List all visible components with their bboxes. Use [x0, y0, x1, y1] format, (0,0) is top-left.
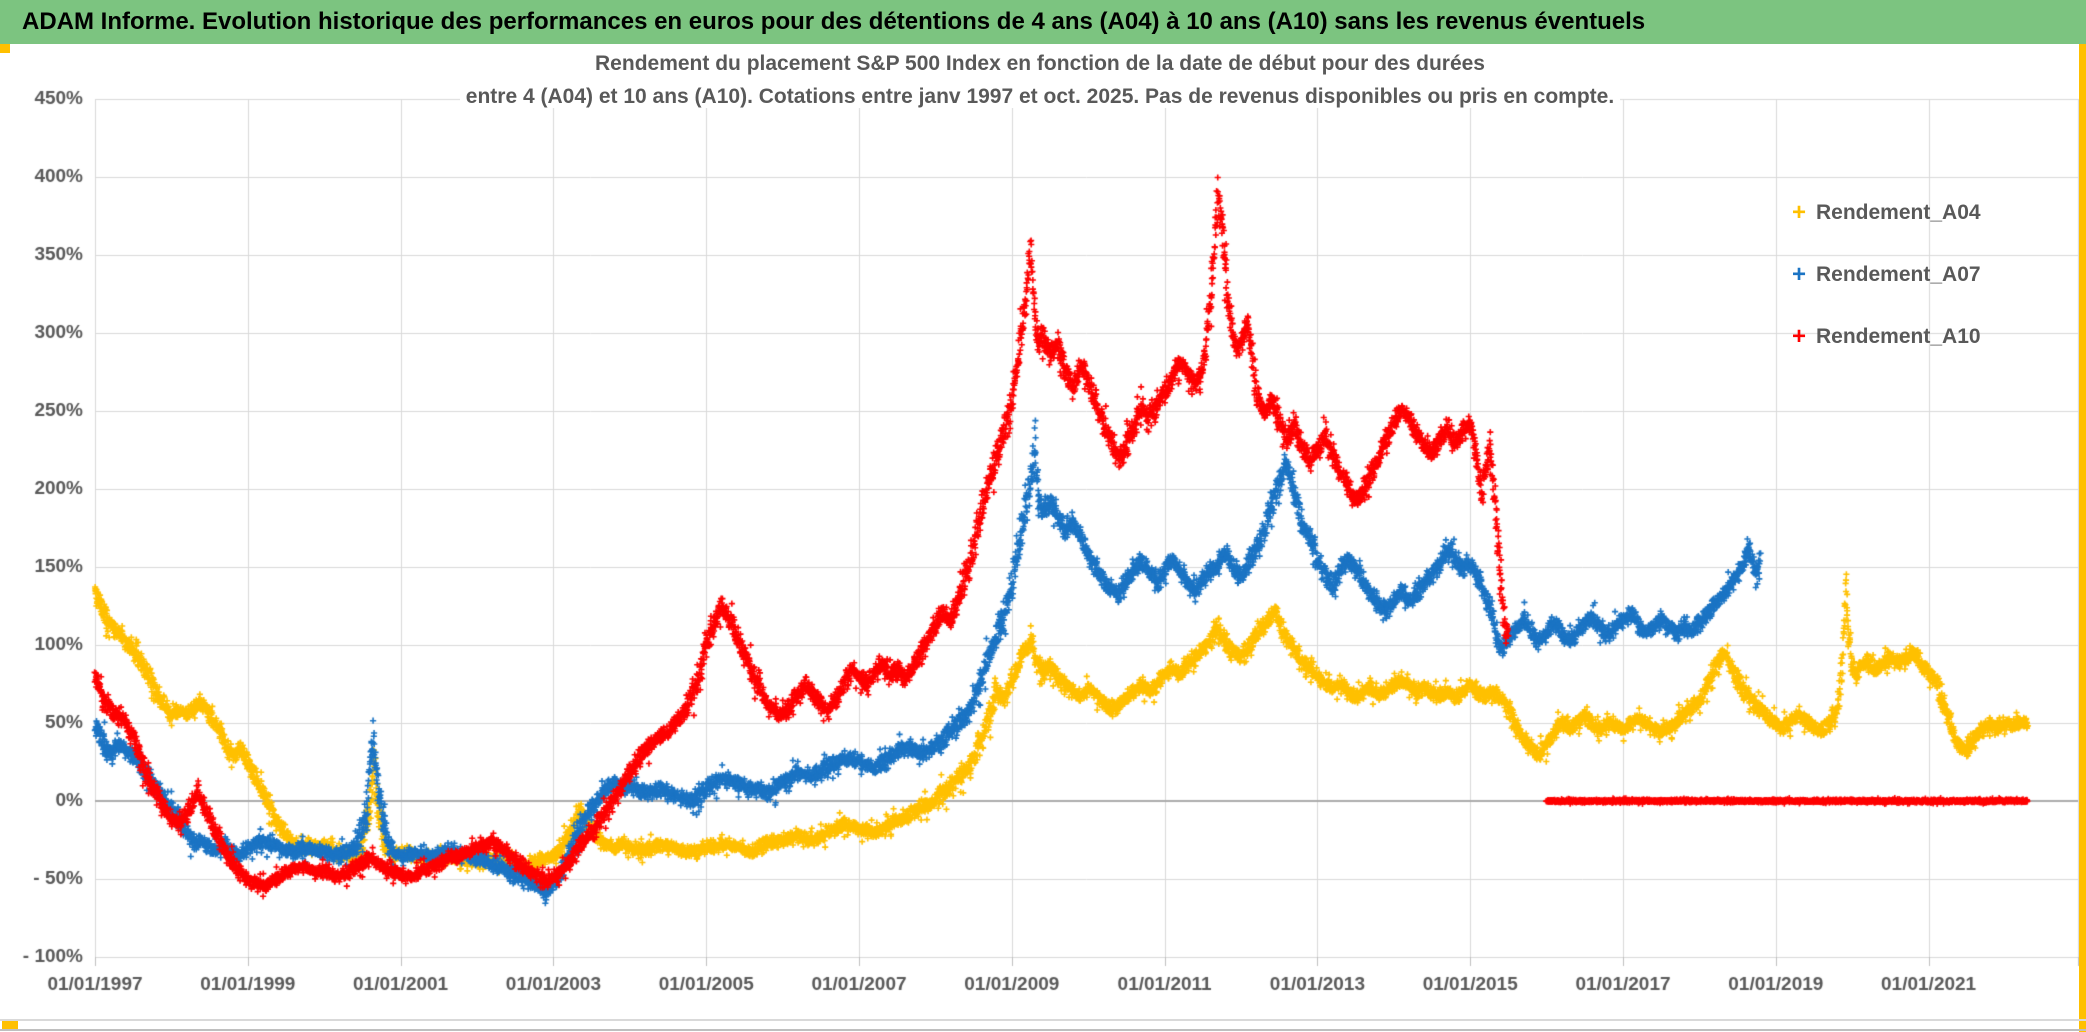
legend-item-a10: + Rendement_A10 [1786, 320, 2076, 354]
plus-marker-icon-a07: + [1791, 261, 1806, 288]
plus-marker-icon-a04: + [1791, 199, 1806, 226]
legend-label-a04: Rendement_A04 [1816, 201, 1981, 224]
legend-item-a07: + Rendement_A07 [1786, 258, 2076, 292]
yellow-edge-strip [2079, 44, 2086, 1032]
bottom-divider-light [0, 1019, 2086, 1021]
header-bar: ADAM Informe. Evolution historique des p… [0, 0, 2086, 44]
legend-label-a07: Rendement_A07 [1816, 263, 1981, 286]
chart-title-line2: entre 4 (A04) et 10 ans (A10). Cotations… [300, 85, 1780, 109]
legend-label-a10: Rendement_A10 [1816, 325, 1981, 348]
yellow-chip-bottom-left [2, 1021, 18, 1030]
yellow-chip-top-left [0, 44, 10, 53]
chart-title-line1: Rendement du placement S&P 500 Index en … [300, 52, 1780, 76]
plus-marker-icon-a10: + [1791, 323, 1806, 350]
bottom-divider-dark [0, 1029, 2086, 1031]
chart-legend: + Rendement_A04 + Rendement_A07 + Rendem… [1786, 196, 2076, 382]
page-title: ADAM Informe. Evolution historique des p… [22, 8, 1646, 35]
legend-item-a04: + Rendement_A04 [1786, 196, 2076, 230]
